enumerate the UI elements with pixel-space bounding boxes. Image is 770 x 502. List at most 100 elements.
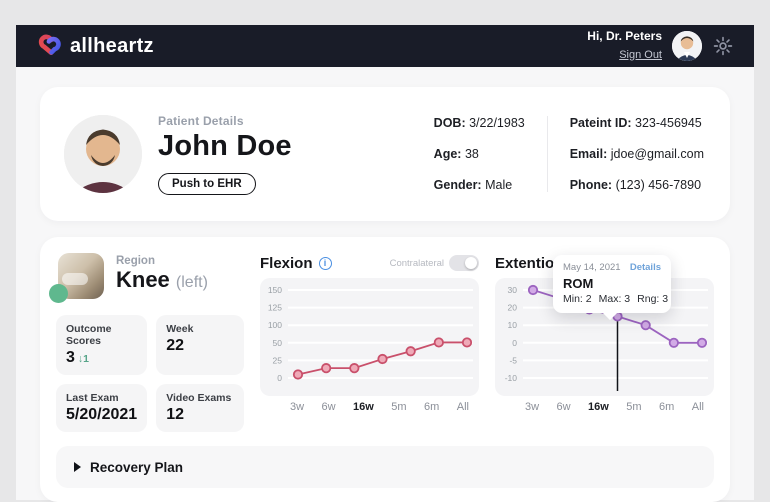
brand-name: allheartz [70,34,154,57]
caret-right-icon [74,462,81,472]
region-name-text: Knee [116,267,170,292]
extension-x-axis: 3w 6w 16w 5m 6m All [495,396,714,413]
gender-field: Gender: Male [434,178,525,192]
tooltip-date: May 14, 2021 [563,262,621,273]
stats-grid: Outcome Scores 3 ↓1 Week 22 Last Exam 5/2… [56,315,244,432]
rom-min: Min: 2 [563,293,592,305]
tooltip-header-row: May 14, 2021 Details [563,262,661,273]
x-tick-label: All [691,401,704,413]
contralateral-label: Contralateral [389,257,444,269]
dashboard-top-row: Region Knee (left) Outcome Scores 3 ↓1 We… [49,253,714,432]
stat-week: Week 22 [156,315,244,375]
details-link[interactable]: Details [629,262,661,273]
flexion-chart-section: Flexion i Contralateral 150 125 100 50 25 0 3… [260,253,479,432]
region-header: Region Knee (left) [49,253,244,303]
knee-thumbnail-wrap [49,253,104,303]
max-label: Max: [598,293,622,305]
top-navigation-bar: allheartz Hi, Dr. Peters Sign Out [16,25,754,67]
rng-label: Rng: [637,293,660,305]
rom-max: Max: 3 [599,293,631,305]
settings-gear-icon[interactable] [712,35,734,57]
region-label: Region [116,255,155,267]
x-tick-label: All [456,401,469,413]
stat-label: Week [166,323,194,335]
x-tick-label: 3w [525,401,540,413]
x-tick-label: 6w [556,401,571,413]
extension-title: Extention [495,254,564,272]
outcome-score: 3 [66,349,75,366]
dob-label: DOB: [433,116,466,130]
patient-section-label: Patient Details [158,113,244,128]
extension-chart-header: Extention [495,253,714,273]
email-label: Email: [569,147,608,161]
region-column: Region Knee (left) Outcome Scores 3 ↓1 We… [49,253,244,432]
age-value: 38 [464,147,479,161]
rom-tooltip: May 14, 2021 Details ROM Min: 2 Max: 3 R… [553,255,671,313]
rom-rng: Rng: 3 [637,293,668,305]
stat-label: Video Exams [166,392,232,404]
sign-out-link[interactable]: Sign Out [619,48,662,61]
gender-label: Gender: [433,178,482,192]
flexion-chart-header: Flexion i Contralateral [260,253,479,273]
svg-text:50: 50 [273,338,283,348]
email-field: Email: jdoe@gmail.com [570,147,704,161]
region-side: (left) [175,274,208,291]
patient-photo [64,115,142,193]
fields-divider [546,116,548,192]
phone-label: Phone: [569,178,613,192]
min-label: Min: [563,293,583,305]
age-label: Age: [433,147,462,161]
patient-details-card: Patient Details John Doe Push to EHR DOB… [40,87,730,221]
stat-outcome-scores: Outcome Scores 3 ↓1 [56,315,148,375]
age-field: Age: 38 [434,147,525,161]
status-dot [49,284,68,303]
x-tick-label: 3w [290,401,305,413]
email-value: jdoe@gmail.com [610,147,704,161]
stat-label: Outcome Scores [66,323,112,347]
region-dashboard-card: Region Knee (left) Outcome Scores 3 ↓1 We… [40,237,730,502]
extension-chart-section: Extention 30 20 10 0 -5 -10 3w 6w 16w 5m 6m All Ma… [495,253,714,432]
stat-last-exam: Last Exam 5/20/2021 [56,384,148,432]
svg-text:100: 100 [268,320,282,330]
x-tick-label: 16w [588,401,609,413]
doctor-avatar[interactable] [672,31,702,61]
svg-text:30: 30 [508,285,518,295]
svg-text:0: 0 [277,373,282,383]
patient-id-value: 323-456945 [635,116,702,130]
flexion-title: Flexion [260,254,313,272]
min-value: 2 [585,293,592,305]
greeting-text: Hi, Dr. Peters [587,28,662,43]
dob-value: 3/22/1983 [469,116,525,130]
user-greeting: Hi, Dr. Peters Sign Out [587,29,662,64]
patient-info: Patient Details John Doe Push to EHR [158,114,292,195]
main-content: Patient Details John Doe Push to EHR DOB… [16,67,754,502]
phone-value: (123) 456-7890 [615,178,702,192]
patient-name: John Doe [158,129,292,162]
gender-value: Male [485,178,513,192]
recovery-plan-label: Recovery Plan [90,459,184,475]
heart-logo-icon [38,34,61,55]
info-icon[interactable]: i [318,256,332,270]
stat-value: 5/20/2021 [66,406,138,423]
stat-value: 12 [166,406,184,423]
stat-video-exams: Video Exams 12 [156,384,244,432]
rng-value: 3 [662,293,669,305]
contralateral-toggle[interactable] [449,255,479,271]
app-window: allheartz Hi, Dr. Peters Sign Out [16,25,754,502]
region-name: Knee (left) [116,267,208,293]
x-tick-label: 6m [659,401,675,413]
svg-text:-10: -10 [505,373,518,383]
x-tick-label: 5m [626,401,642,413]
patient-id-field: Pateint ID: 323-456945 [570,116,704,130]
svg-text:25: 25 [273,355,283,365]
svg-text:10: 10 [508,320,518,330]
flexion-plot[interactable]: 150 125 100 50 25 0 [260,278,479,396]
phone-field: Phone: (123) 456-7890 [570,178,704,192]
svg-text:-5: -5 [509,355,517,365]
stat-value: 3 ↓1 [66,349,137,367]
outcome-delta: ↓1 [77,353,89,365]
patient-fields-left: DOB: 3/22/1983 Age: 38 Gender: Male [434,116,525,192]
push-to-ehr-button[interactable]: Push to EHR [158,172,256,195]
svg-text:125: 125 [268,303,282,313]
recovery-plan-accordion[interactable]: Recovery Plan [56,446,714,488]
